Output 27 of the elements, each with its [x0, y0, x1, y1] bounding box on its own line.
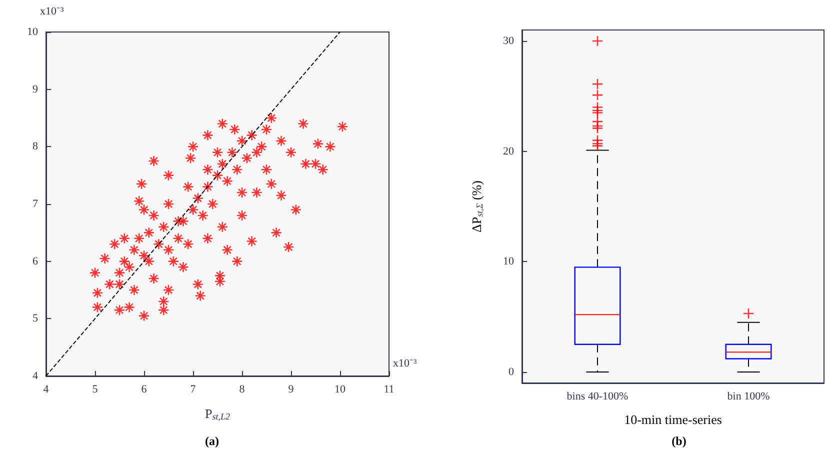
- x-tick-label: 11: [384, 384, 394, 396]
- x-tick-label: 5: [92, 384, 98, 396]
- y-tick-label: 7: [32, 198, 38, 210]
- y-tick-label: 9: [32, 83, 38, 96]
- text: (a): [205, 434, 219, 448]
- x-tick-label: bins 40-100%: [566, 390, 628, 402]
- x-tick-label: 9: [288, 384, 294, 396]
- y-tick-label: 0: [508, 366, 514, 378]
- y-tick-label: 4: [32, 370, 38, 382]
- y-tick-label: 30: [503, 35, 514, 48]
- y-axis-title: ΔPst,Σ (%): [469, 180, 484, 232]
- x-tick-label: 7: [190, 384, 196, 396]
- x-tick-label: 4: [43, 384, 50, 396]
- y-tick-label: 5: [32, 312, 38, 325]
- x-axis-title: 10-min time-series: [624, 412, 722, 427]
- x-tick-label: 10: [334, 384, 346, 396]
- x-tick-label: 6: [141, 384, 148, 396]
- y-tick-label: 10: [27, 26, 38, 38]
- y-tick-label: 6: [32, 255, 38, 268]
- text: (b): [672, 434, 686, 448]
- x-tick-label: 8: [239, 384, 246, 396]
- y-tick-label: 10: [503, 256, 514, 268]
- y-tick-label: 8: [32, 140, 38, 153]
- x-tick-label: bin 100%: [727, 390, 770, 402]
- text: x10⁻³: [393, 358, 418, 370]
- y-tick-label: 20: [503, 145, 514, 158]
- text: x10⁻³: [40, 6, 64, 18]
